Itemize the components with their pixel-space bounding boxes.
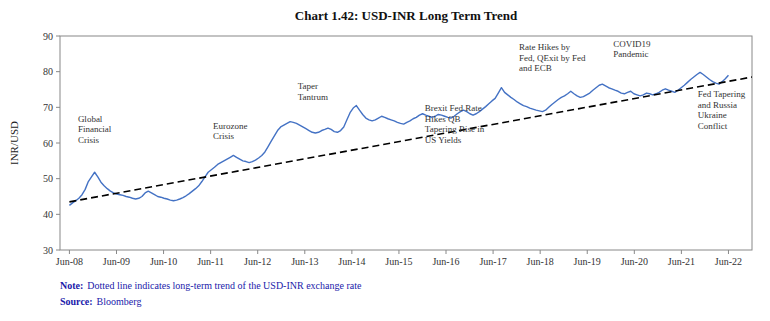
- annotation-line: Tantrum: [298, 92, 328, 102]
- annotation: Brexit Fed RateHikes QBTapering Rise inU…: [425, 103, 485, 144]
- source-text: Bloomberg: [97, 296, 142, 307]
- annotation-line: Fed Tapering: [698, 89, 746, 99]
- y-tick-label: 90: [43, 31, 53, 42]
- x-tick-label: Jun-13: [291, 256, 318, 267]
- y-tick: [56, 214, 60, 215]
- x-tick-label: Jun-17: [479, 256, 506, 267]
- y-tick: [56, 250, 60, 251]
- x-tick-label: Jun-12: [244, 256, 271, 267]
- annotation-line: Global: [78, 114, 103, 124]
- source-label: Source:: [60, 296, 93, 307]
- x-tick-label: Jun-08: [56, 256, 83, 267]
- y-tick: [56, 36, 60, 37]
- x-tick-label: Jun-09: [103, 256, 130, 267]
- plot-frame: [60, 36, 752, 250]
- x-tick-label: Jun-10: [150, 256, 177, 267]
- x-tick: [446, 250, 447, 254]
- y-axis-label: INR/USD: [8, 121, 20, 165]
- annotation-line: Hikes QB: [425, 114, 461, 124]
- x-tick: [257, 250, 258, 254]
- annotation-line: and Russia: [698, 100, 737, 110]
- annotation-line: Ukraine: [698, 110, 727, 120]
- annotation: Fed Taperingand RussiaUkraineConflict: [698, 89, 746, 130]
- annotation-line: Tapering Rise in: [425, 124, 485, 134]
- note: Note: Dotted line indicates long-term tre…: [60, 280, 362, 291]
- annotation-line: Brexit Fed Rate: [425, 103, 482, 113]
- annotation-line: COVID19: [613, 39, 651, 49]
- y-tick-label: 80: [43, 66, 53, 77]
- annotation-line: Taper: [298, 81, 318, 91]
- note-label: Note:: [60, 280, 83, 291]
- annotation-line: Crisis: [213, 131, 235, 141]
- x-tick-label: Jun-19: [574, 256, 601, 267]
- x-tick: [681, 250, 682, 254]
- annotation-line: and ECB: [519, 63, 552, 73]
- x-tick: [634, 250, 635, 254]
- x-tick-label: Jun-18: [527, 256, 554, 267]
- x-tick-label: Jun-20: [621, 256, 648, 267]
- x-tick: [163, 250, 164, 254]
- y-tick-label: 40: [43, 209, 53, 220]
- annotation: Rate Hikes byFed, QExit by Fedand ECB: [519, 42, 586, 73]
- x-tick: [728, 250, 729, 254]
- x-tick: [398, 250, 399, 254]
- annotation: GlobalFinancialCrisis: [78, 114, 112, 145]
- x-tick: [587, 250, 588, 254]
- plot-area: [69, 72, 752, 205]
- annotation: TaperTantrum: [298, 81, 328, 102]
- x-tick: [69, 250, 70, 254]
- data-line: [69, 72, 728, 205]
- annotation: EurozoneCrisis: [213, 121, 247, 142]
- y-tick: [56, 71, 60, 72]
- y-tick: [56, 107, 60, 108]
- x-tick-label: Jun-11: [197, 256, 224, 267]
- trend-line: [69, 77, 752, 202]
- annotation-line: US Yields: [425, 135, 462, 145]
- y-tick-label: 60: [43, 138, 53, 149]
- x-tick: [493, 250, 494, 254]
- x-tick-label: Jun-22: [715, 256, 742, 267]
- x-tick-label: Jun-21: [668, 256, 695, 267]
- title: Chart 1.42: USD-INR Long Term Trend: [295, 8, 518, 23]
- x-tick-label: Jun-15: [385, 256, 412, 267]
- annotation-line: Conflict: [698, 121, 728, 131]
- annotation-line: Crisis: [78, 135, 100, 145]
- x-tick: [351, 250, 352, 254]
- y-tick-label: 30: [43, 245, 53, 256]
- annotation-line: Rate Hikes by: [519, 42, 570, 52]
- x-tick: [540, 250, 541, 254]
- y-tick: [56, 143, 60, 144]
- x-tick-label: Jun-16: [432, 256, 459, 267]
- chart: Chart 1.42: USD-INR Long Term Trend 30 40 5…: [0, 0, 770, 321]
- y-tick: [56, 178, 60, 179]
- annotation-line: Financial: [78, 124, 112, 134]
- x-tick: [304, 250, 305, 254]
- annotation-line: Eurozone: [213, 121, 247, 131]
- x-tick: [210, 250, 211, 254]
- y-tick-label: 70: [43, 102, 53, 113]
- annotation-line: Pandemic: [613, 49, 649, 59]
- x-tick: [116, 250, 117, 254]
- annotation-line: Fed, QExit by Fed: [519, 53, 586, 63]
- y-tick-label: 50: [43, 173, 53, 184]
- x-tick-label: Jun-14: [338, 256, 365, 267]
- note-text: Dotted line indicates long-term trend of…: [87, 280, 362, 291]
- source: Source: Bloomberg: [60, 296, 141, 307]
- annotation: COVID19Pandemic: [613, 39, 651, 60]
